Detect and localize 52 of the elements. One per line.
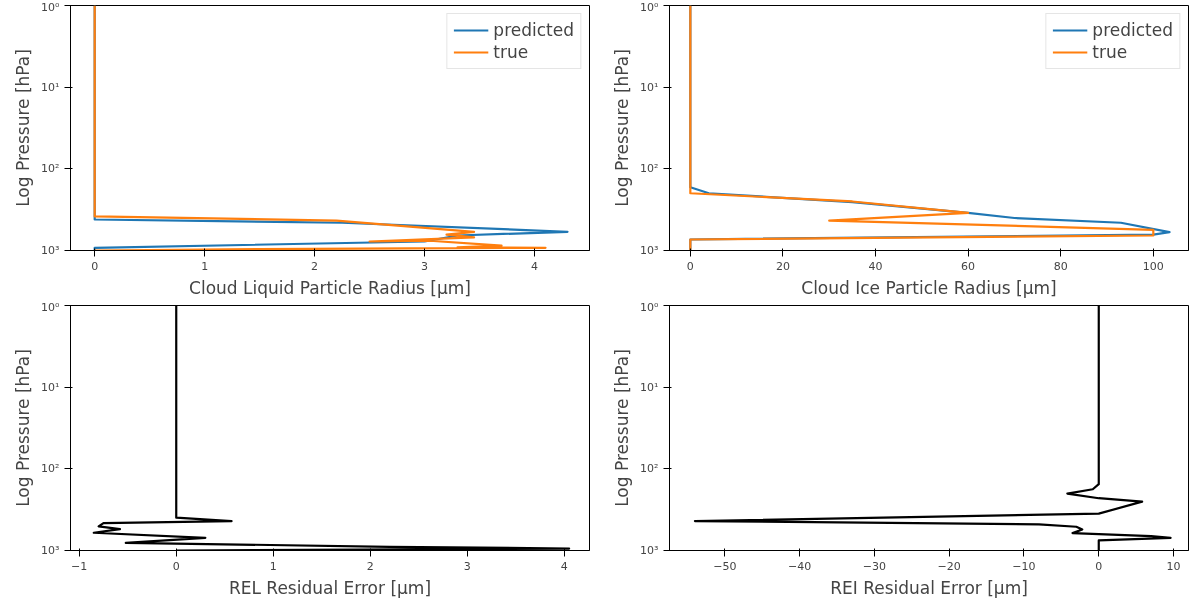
x-tick-label: 3 xyxy=(421,259,429,273)
x-tick-label: −20 xyxy=(937,559,961,573)
x-tick-label: 4 xyxy=(560,559,568,573)
x-tick-label: 60 xyxy=(961,259,976,273)
y-tick-label: 10⁰ xyxy=(41,300,61,314)
x-tick-label: 80 xyxy=(1053,259,1068,273)
y-tick-label: 10¹ xyxy=(640,80,659,94)
y-tick-label: 10² xyxy=(640,162,659,176)
y-tick-label: 10³ xyxy=(640,244,659,257)
x-tick-label: −30 xyxy=(862,559,887,573)
x-tick-label: −10 xyxy=(1012,559,1036,573)
x-tick-label: 0 xyxy=(172,559,180,573)
x-tick-label: 1 xyxy=(201,259,209,273)
x-axis-title: REI Residual Error [µm] xyxy=(830,577,1028,598)
x-tick-label: 0 xyxy=(91,259,99,273)
x-tick-label: 0 xyxy=(686,259,694,273)
y-axis-title: Log Pressure [hPa] xyxy=(612,49,633,207)
legend-label: predicted xyxy=(1092,20,1173,40)
y-tick-label: 10³ xyxy=(640,544,659,557)
legend-label: predicted xyxy=(493,20,574,40)
x-axis-title: Cloud Liquid Particle Radius [µm] xyxy=(189,277,471,298)
y-tick-label: 10⁰ xyxy=(640,0,660,14)
x-tick-label: 4 xyxy=(531,259,539,273)
y-tick-label: 10⁰ xyxy=(41,0,61,14)
x-tick-label: 3 xyxy=(463,559,471,573)
y-tick-label: 10¹ xyxy=(640,380,659,394)
x-axis-title: REL Residual Error [µm] xyxy=(228,577,432,598)
y-axis-title: Log Pressure [hPa] xyxy=(13,49,34,207)
y-axis-title: Log Pressure [hPa] xyxy=(13,349,34,507)
legend-label: true xyxy=(1092,42,1128,62)
y-tick-label: 10⁰ xyxy=(640,300,660,314)
y-tick-label: 10¹ xyxy=(41,80,60,94)
x-tick-label: 40 xyxy=(868,259,883,273)
y-tick-label: 10² xyxy=(41,162,60,176)
y-tick-label: 10¹ xyxy=(41,380,60,394)
y-tick-label: 10³ xyxy=(41,544,60,557)
y-tick-label: 10³ xyxy=(41,244,60,257)
y-axis-title: Log Pressure [hPa] xyxy=(612,349,633,507)
x-tick-label: 2 xyxy=(311,259,319,273)
x-tick-label: 100 xyxy=(1142,259,1164,273)
x-tick-label: −40 xyxy=(788,559,812,573)
x-tick-label: −50 xyxy=(713,559,737,573)
x-tick-label: 0 xyxy=(1095,559,1103,573)
x-tick-label: 20 xyxy=(775,259,790,273)
y-tick-label: 10² xyxy=(41,462,60,476)
x-axis-title: Cloud Ice Particle Radius [µm] xyxy=(801,277,1057,298)
legend-label: true xyxy=(493,42,529,62)
y-tick-label: 10² xyxy=(640,462,659,476)
x-tick-label: 1 xyxy=(269,559,277,573)
x-tick-label: 2 xyxy=(366,559,374,573)
x-tick-label: 10 xyxy=(1166,559,1181,573)
x-tick-label: −1 xyxy=(71,559,88,573)
